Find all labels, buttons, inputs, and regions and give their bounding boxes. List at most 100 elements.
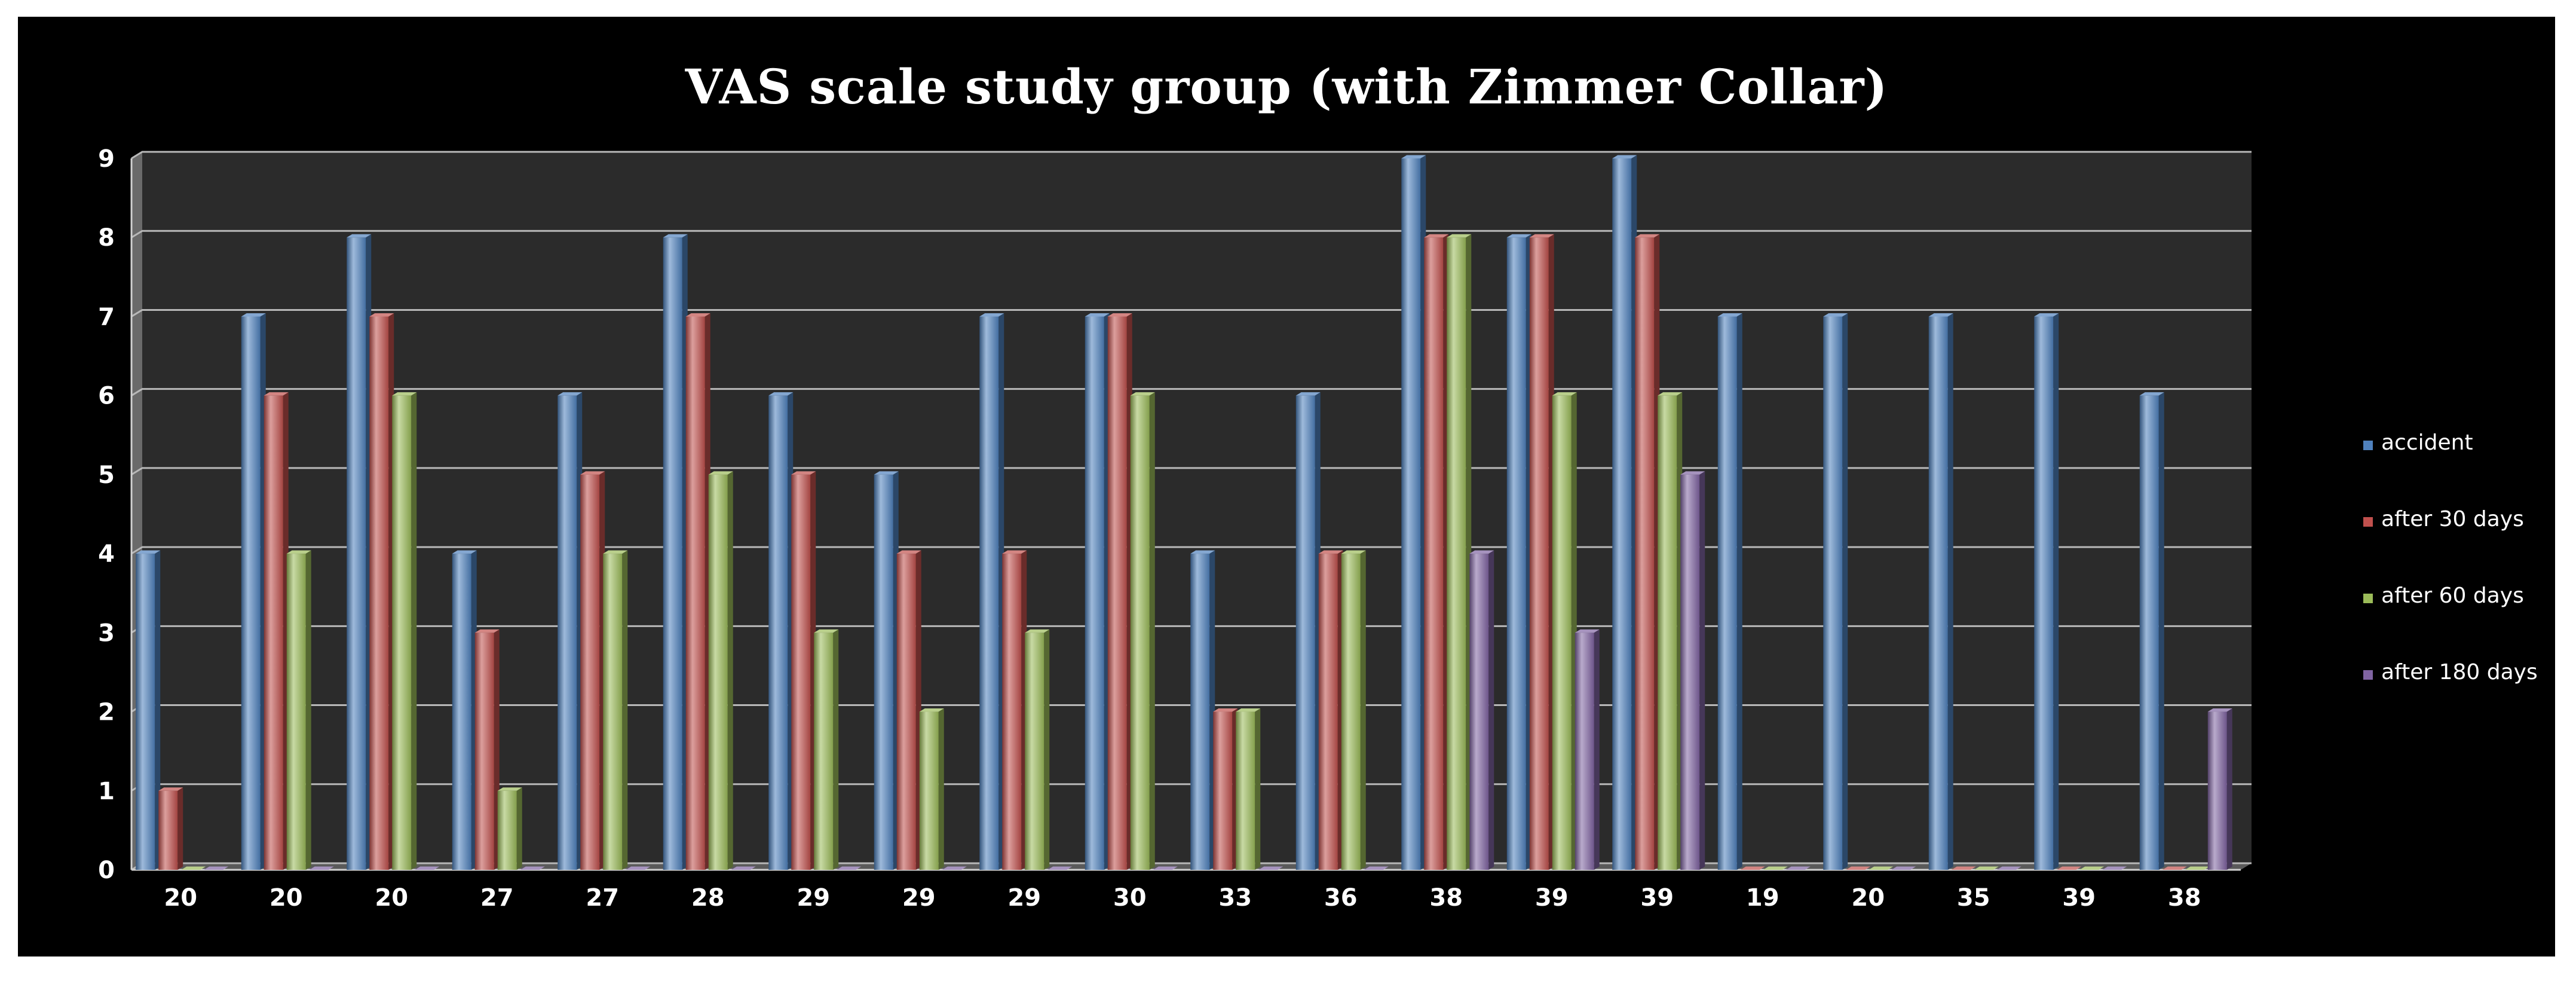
bar bbox=[663, 234, 688, 870]
x-tick-label: 39 bbox=[1640, 884, 1674, 912]
bar bbox=[1025, 629, 1050, 870]
bar-front-face bbox=[1612, 158, 1632, 870]
bar-front-face bbox=[1928, 316, 1948, 870]
bar bbox=[626, 866, 651, 870]
bar-top-face bbox=[2207, 708, 2232, 712]
legend-item: after 180 days bbox=[2363, 660, 2538, 684]
x-tick-label: 36 bbox=[1324, 884, 1358, 912]
bar-front-face bbox=[241, 316, 261, 870]
bar-top-face bbox=[369, 313, 394, 317]
bar bbox=[1401, 155, 1426, 870]
y-axis: 0 1 2 3 4 5 6 7 8 9 bbox=[98, 145, 133, 884]
bar-top-face bbox=[2162, 866, 2187, 870]
bar bbox=[369, 313, 394, 870]
x-tick-label: 20 bbox=[164, 884, 197, 912]
legend-label: after 30 days bbox=[2381, 507, 2524, 531]
bar bbox=[1658, 392, 1683, 870]
bar-top-face bbox=[347, 234, 372, 238]
bar-top-face bbox=[1951, 866, 1976, 870]
legend-swatch bbox=[2363, 670, 2373, 680]
bar-top-face bbox=[1047, 866, 1073, 870]
bar-top-face bbox=[1996, 866, 2021, 870]
bar bbox=[2207, 708, 2232, 870]
bar-front-face bbox=[1295, 395, 1315, 870]
bar-top-face bbox=[1529, 234, 1554, 238]
bar bbox=[2185, 866, 2210, 870]
bar-front-face bbox=[1213, 711, 1233, 870]
bar bbox=[731, 866, 756, 870]
x-tick-label: 28 bbox=[691, 884, 725, 912]
bar-front-face bbox=[1506, 237, 1526, 870]
bar bbox=[204, 866, 229, 870]
bar bbox=[1612, 155, 1637, 870]
bar-top-face bbox=[415, 866, 440, 870]
bar-top-face bbox=[1213, 708, 1238, 712]
bar-top-face bbox=[603, 550, 628, 554]
bar-front-face bbox=[1717, 316, 1737, 870]
bar bbox=[2079, 866, 2105, 870]
bar bbox=[837, 866, 862, 870]
x-tick-label: 35 bbox=[1957, 884, 1990, 912]
bar-side-face bbox=[305, 550, 311, 870]
bar-side-face bbox=[516, 787, 522, 870]
bar-top-face bbox=[1107, 313, 1132, 317]
bar-top-face bbox=[942, 866, 967, 870]
bar bbox=[768, 392, 794, 870]
bar bbox=[1823, 313, 1848, 870]
bar-front-face bbox=[1680, 474, 1700, 870]
bar bbox=[1190, 550, 1215, 870]
bar-top-face bbox=[1130, 392, 1155, 396]
bar-front-face bbox=[474, 632, 494, 870]
bar-top-face bbox=[919, 708, 944, 712]
bar bbox=[1928, 313, 1953, 870]
bar bbox=[181, 866, 206, 870]
bar-front-face bbox=[1401, 158, 1421, 870]
bar-top-face bbox=[1823, 313, 1848, 317]
bar-top-face bbox=[1318, 550, 1343, 554]
bar bbox=[1846, 866, 1871, 870]
bar-front-face bbox=[1424, 237, 1444, 870]
bar-top-face bbox=[1846, 866, 1871, 870]
bar-front-face bbox=[286, 554, 306, 870]
bar-top-face bbox=[768, 392, 794, 396]
bar bbox=[241, 313, 266, 870]
bar-side-face bbox=[1736, 313, 1742, 870]
legend-item: after 60 days bbox=[2363, 583, 2524, 608]
x-tick-label: 27 bbox=[480, 884, 514, 912]
bar bbox=[2162, 866, 2187, 870]
bar bbox=[2057, 866, 2082, 870]
bar bbox=[136, 550, 161, 870]
bar-top-face bbox=[1974, 866, 1999, 870]
bar-front-face bbox=[1107, 316, 1127, 870]
bar-top-face bbox=[896, 550, 921, 554]
bar-top-face bbox=[1658, 392, 1683, 396]
bar-front-face bbox=[558, 395, 577, 870]
bar-side-face bbox=[1947, 313, 1953, 870]
y-tick-label: 0 bbox=[98, 857, 115, 884]
gridline bbox=[131, 230, 2252, 239]
y-tick-label: 5 bbox=[98, 462, 115, 489]
legend-label: accident bbox=[2381, 430, 2473, 455]
x-tick-label: 19 bbox=[1746, 884, 1779, 912]
bar-top-face bbox=[2185, 866, 2210, 870]
bar-top-face bbox=[1552, 392, 1577, 396]
bar-top-face bbox=[181, 866, 206, 870]
bar-front-face bbox=[2139, 395, 2159, 870]
bar-top-face bbox=[1341, 550, 1366, 554]
bar bbox=[1130, 392, 1155, 870]
bar-top-face bbox=[2102, 866, 2127, 870]
bar-front-face bbox=[158, 790, 178, 870]
legend: accident after 30 days after 60 days after … bbox=[2363, 430, 2538, 684]
bar bbox=[1680, 471, 1705, 870]
bar-side-face bbox=[411, 392, 417, 870]
bar bbox=[603, 550, 628, 870]
bar-top-face bbox=[1635, 234, 1660, 238]
bar-front-face bbox=[791, 474, 811, 870]
x-tick-label: 27 bbox=[586, 884, 619, 912]
bar-front-face bbox=[2034, 316, 2054, 870]
bar bbox=[1424, 234, 1449, 870]
bar bbox=[1107, 313, 1132, 870]
legend-item: accident bbox=[2363, 430, 2473, 455]
bar-top-face bbox=[1295, 392, 1321, 396]
bar-top-face bbox=[158, 787, 183, 791]
